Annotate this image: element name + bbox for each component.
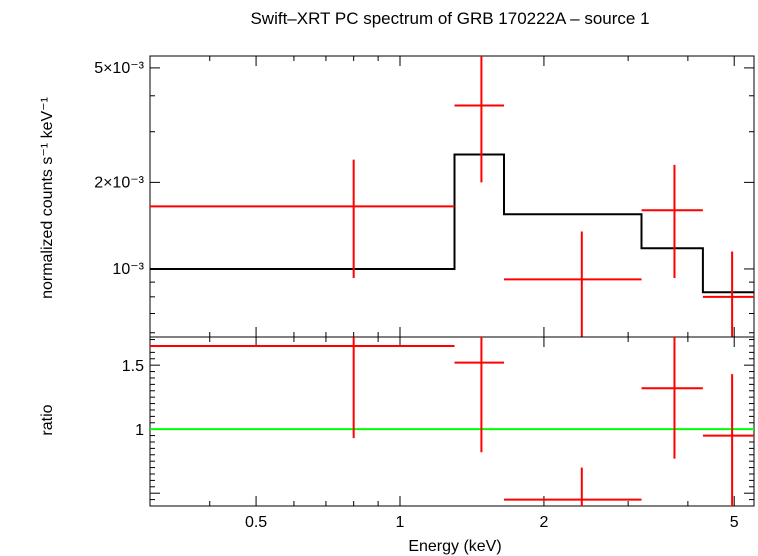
spectrum-panel: 5×10⁻³ 2×10⁻³ 10⁻³: [94, 55, 755, 338]
x-tick-label: 2: [539, 514, 548, 531]
model-step-line: [150, 153, 754, 294]
ratio-y-axis-label: ratio: [39, 404, 56, 435]
spectrum-y-tick-label: 2×10⁻³: [94, 174, 144, 191]
x-axis-label: Energy (keV): [408, 538, 501, 555]
x-tick-label: 0.5: [245, 514, 267, 531]
spectrum-frame: [149, 55, 755, 338]
spectrum-y-tick-label: 5×10⁻³: [94, 60, 144, 77]
spectrum-y-axis-label: normalized counts s⁻¹ keV⁻¹: [39, 97, 56, 299]
ratio-y-tick-label: 1.5: [122, 358, 144, 375]
x-tick-label: 1: [396, 514, 405, 531]
x-tick-label: 5: [730, 514, 739, 531]
ratio-frame: [149, 336, 755, 507]
chart-title: Swift–XRT PC spectrum of GRB 170222A – s…: [250, 9, 649, 28]
ratio-y-tick-label: 1: [135, 422, 144, 439]
ratio-panel: 1.5 1 0.5 1 2 5: [122, 336, 755, 531]
spectrum-y-tick-label: 10⁻³: [112, 261, 144, 278]
